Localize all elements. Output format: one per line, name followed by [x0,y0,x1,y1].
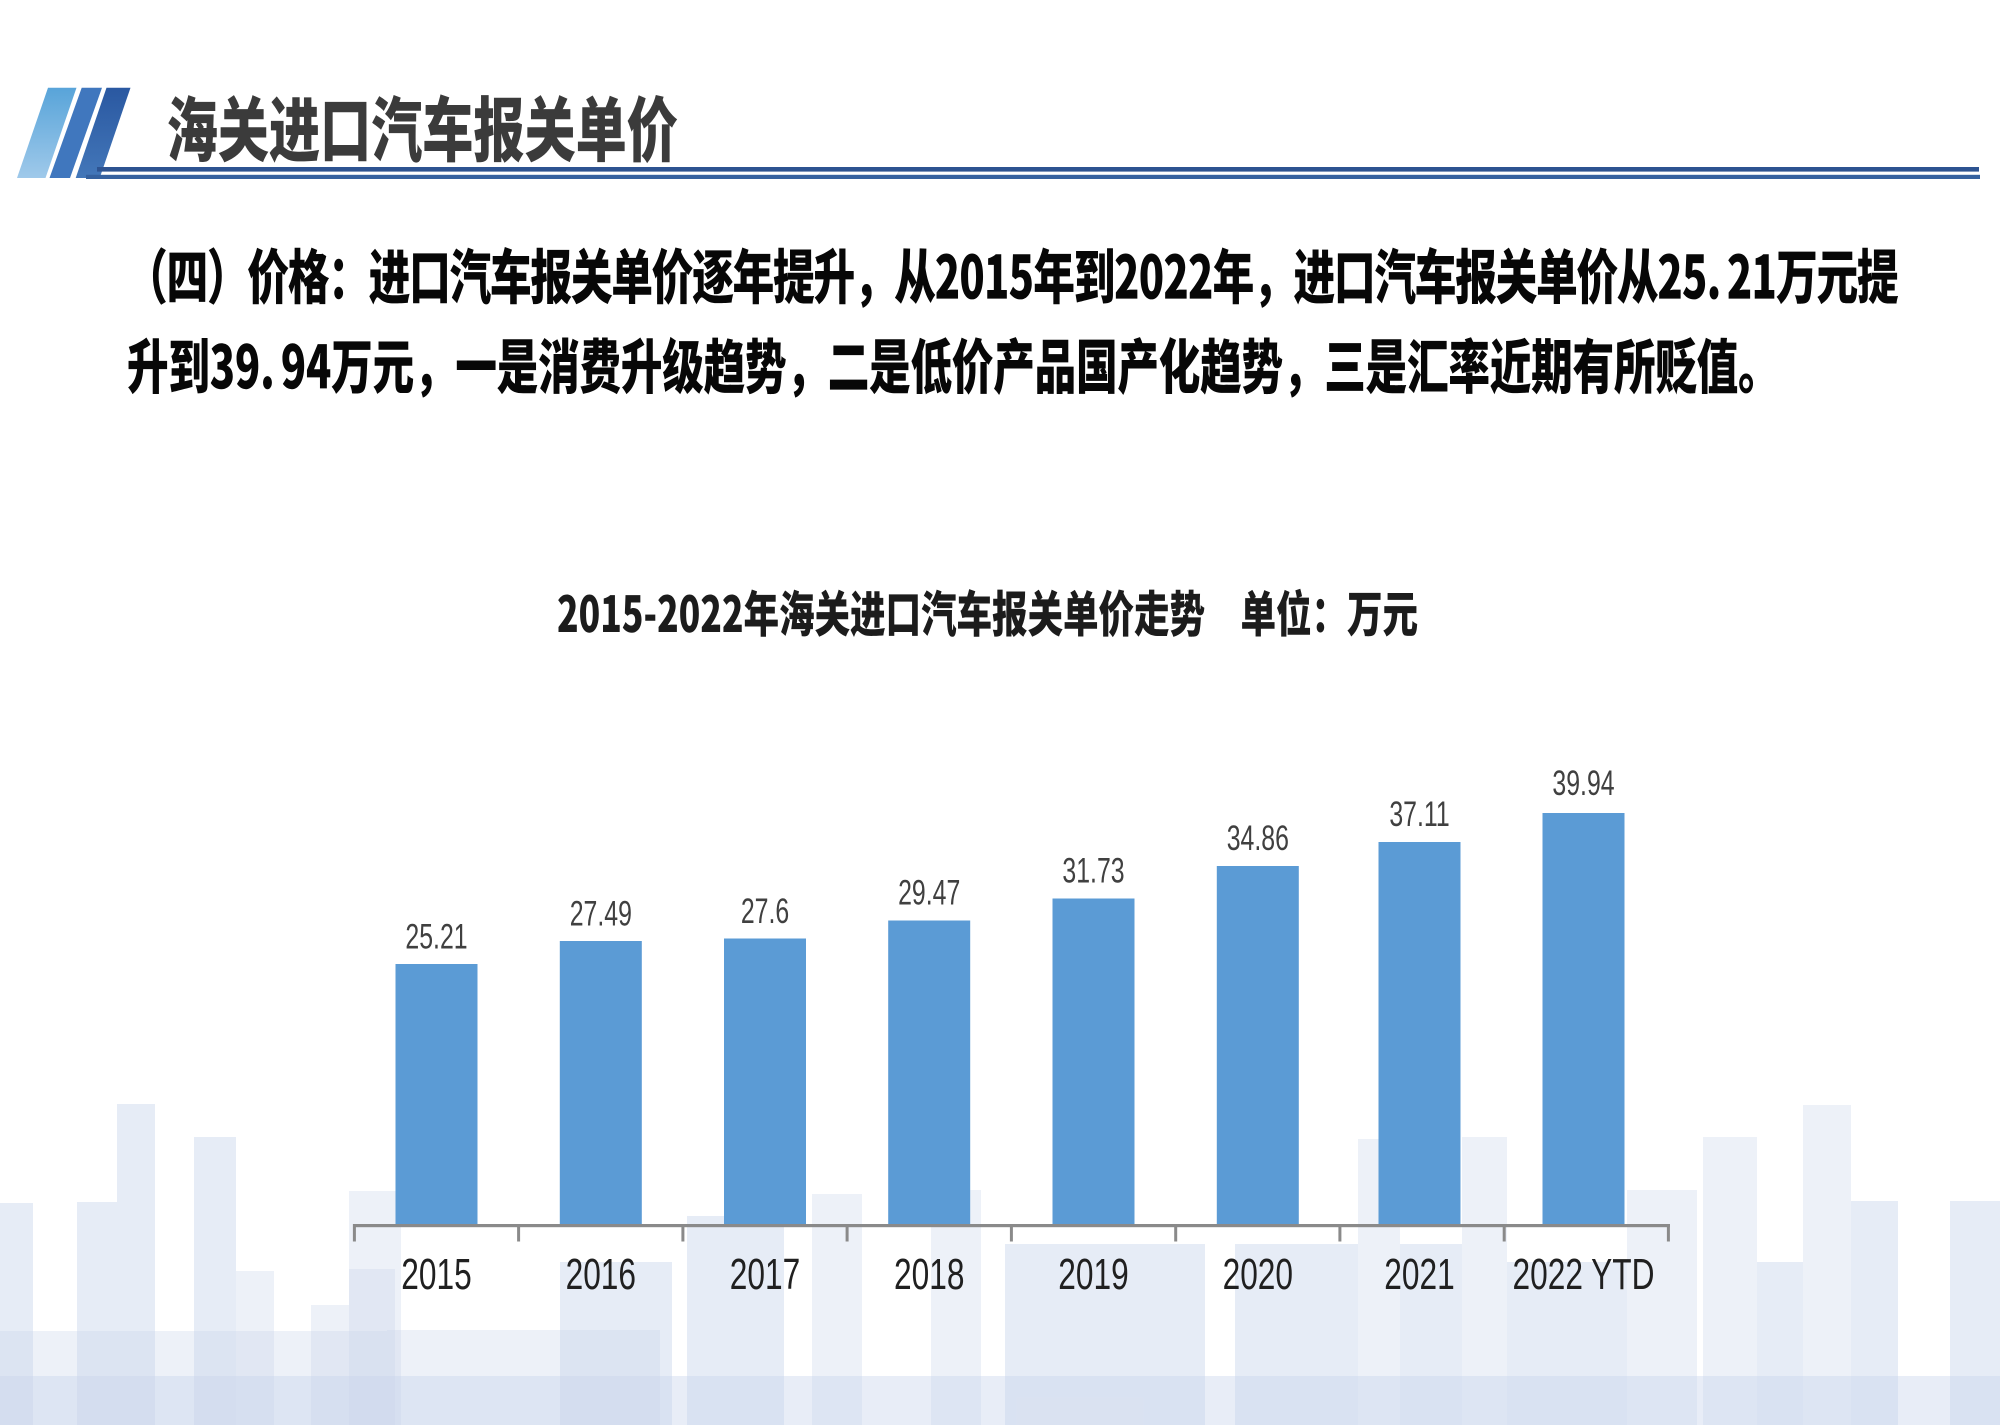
svg-text:2022 YTD: 2022 YTD [1512,1250,1654,1299]
svg-text:2020: 2020 [1223,1250,1293,1299]
svg-text:39.94: 39.94 [1552,765,1614,803]
svg-text:25.21: 25.21 [405,919,467,957]
svg-text:34.86: 34.86 [1227,820,1289,858]
svg-text:2019: 2019 [1058,1250,1128,1299]
svg-text:2021: 2021 [1384,1250,1454,1299]
svg-text:27.49: 27.49 [570,896,632,934]
svg-text:2016: 2016 [566,1250,636,1299]
svg-text:2015: 2015 [401,1250,471,1299]
svg-text:27.6: 27.6 [741,893,789,931]
svg-text:29.47: 29.47 [898,875,960,913]
svg-text:2018: 2018 [894,1250,964,1299]
svg-text:37.11: 37.11 [1389,796,1449,834]
svg-text:2017: 2017 [730,1250,800,1299]
svg-text:31.73: 31.73 [1062,853,1124,891]
